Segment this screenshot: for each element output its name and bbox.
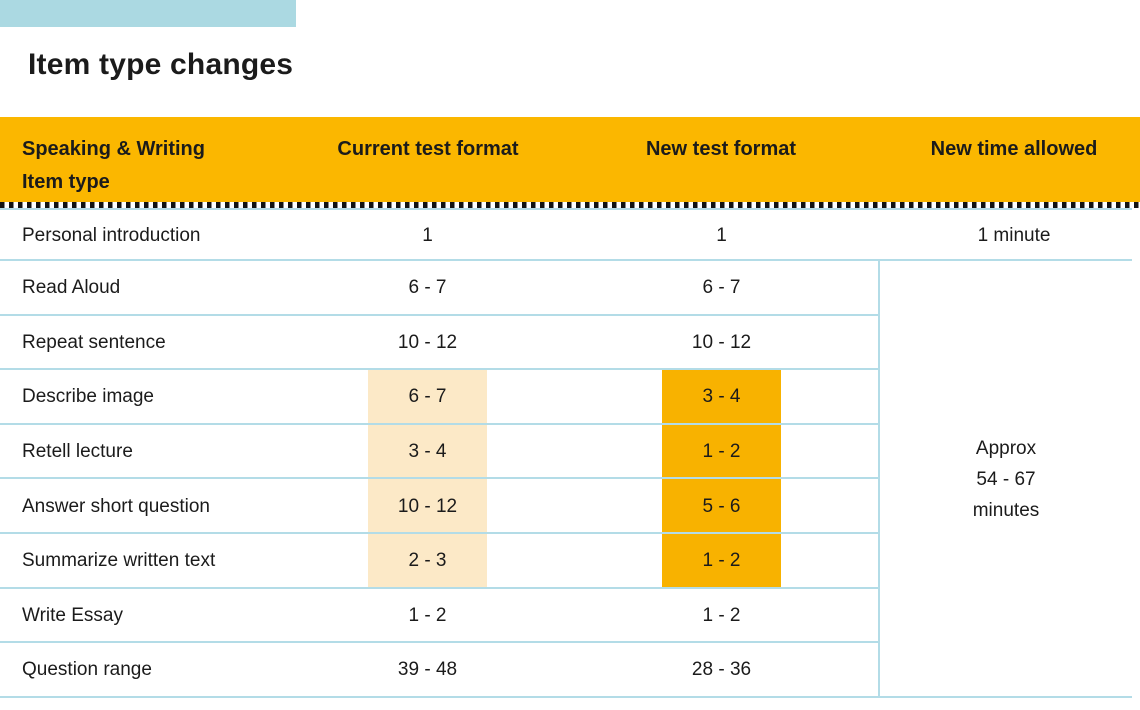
current-format-cell: 6 - 7: [408, 277, 447, 299]
current-format-cell-highlighted: 6 - 7: [368, 370, 487, 425]
item-type-cell: Summarize written text: [22, 550, 216, 572]
page-title: Item type changes: [28, 48, 294, 81]
current-format-cell: 1 - 2: [408, 604, 447, 626]
new-format-cell: 10 - 12: [691, 331, 752, 353]
new-format-cell-highlighted: 3 - 4: [662, 370, 781, 425]
new-format-cell-highlighted: 1 - 2: [662, 533, 781, 589]
item-type-cell: Question range: [22, 659, 152, 681]
merged-time-line2: 54 - 67: [976, 469, 1036, 490]
new-format-cell: 1 - 2: [702, 604, 741, 626]
dotted-separator: [0, 202, 1140, 208]
table-header: Speaking & Writing Item type Current tes…: [0, 117, 1140, 202]
item-type-cell: Describe image: [22, 386, 154, 408]
item-type-cell: Repeat sentence: [22, 331, 166, 353]
separator-line: [0, 208, 1132, 210]
header-item-type: Speaking & Writing Item type: [22, 133, 322, 199]
table-body: Personal introduction 1 1 1 minute Read …: [0, 211, 1140, 698]
row-separator: [0, 368, 878, 371]
row-separator: [0, 477, 878, 480]
row-separator: [0, 422, 878, 425]
table-row: Describe image 6 - 7 3 - 4: [0, 370, 1140, 425]
current-format-cell: 1: [422, 225, 433, 246]
current-format-cell: 10 - 12: [397, 331, 458, 353]
table-row: Personal introduction 1 1 1 minute: [0, 211, 1140, 261]
item-type-cell: Answer short question: [22, 495, 210, 517]
time-allowed-cell: 1 minute: [977, 225, 1051, 246]
table-row: Read Aloud 6 - 7 6 - 7: [0, 261, 1140, 316]
row-separator: [0, 641, 878, 644]
merged-time-line3: minutes: [972, 500, 1040, 521]
accent-bar: [0, 0, 296, 27]
column-divider: [878, 261, 880, 698]
current-format-cell-highlighted: 10 - 12: [368, 479, 487, 534]
header-item-type-line1: Speaking & Writing: [22, 138, 205, 160]
header-new-format: New test format: [645, 138, 797, 160]
header-item-type-line2: Item type: [22, 171, 110, 193]
row-separator: [0, 259, 1132, 261]
new-format-cell: 28 - 36: [691, 659, 752, 681]
table-row: Summarize written text 2 - 3 1 - 2: [0, 533, 1140, 589]
current-format-cell-highlighted: 3 - 4: [368, 424, 487, 480]
item-type-cell: Write Essay: [22, 604, 124, 626]
table-row: Answer short question 10 - 12 5 - 6: [0, 479, 1140, 534]
new-format-cell: 6 - 7: [702, 277, 741, 299]
table-row: Write Essay 1 - 2 1 - 2: [0, 589, 1140, 644]
item-type-cell: Read Aloud: [22, 277, 121, 299]
merged-time-cell: Approx 54 - 67 minutes: [880, 261, 1132, 698]
header-new-time: New time allowed: [930, 138, 1098, 160]
row-separator: [0, 695, 1132, 698]
item-type-cell: Retell lecture: [22, 441, 133, 463]
current-format-cell: 39 - 48: [397, 659, 458, 681]
table-row: Retell lecture 3 - 4 1 - 2: [0, 424, 1140, 480]
row-separator: [0, 313, 878, 316]
header-current-format: Current test format: [337, 138, 519, 160]
new-format-cell-highlighted: 5 - 6: [662, 479, 781, 534]
new-format-cell: 1: [716, 225, 727, 246]
row-separator: [0, 531, 878, 534]
row-separator: [0, 586, 878, 589]
item-type-cell: Personal introduction: [22, 225, 201, 246]
current-format-cell-highlighted: 2 - 3: [368, 533, 487, 589]
merged-time-line1: Approx: [975, 438, 1037, 459]
table-row: Question range 39 - 48 28 - 36: [0, 643, 1140, 698]
table-row: Repeat sentence 10 - 12 10 - 12: [0, 316, 1140, 371]
new-format-cell-highlighted: 1 - 2: [662, 424, 781, 480]
